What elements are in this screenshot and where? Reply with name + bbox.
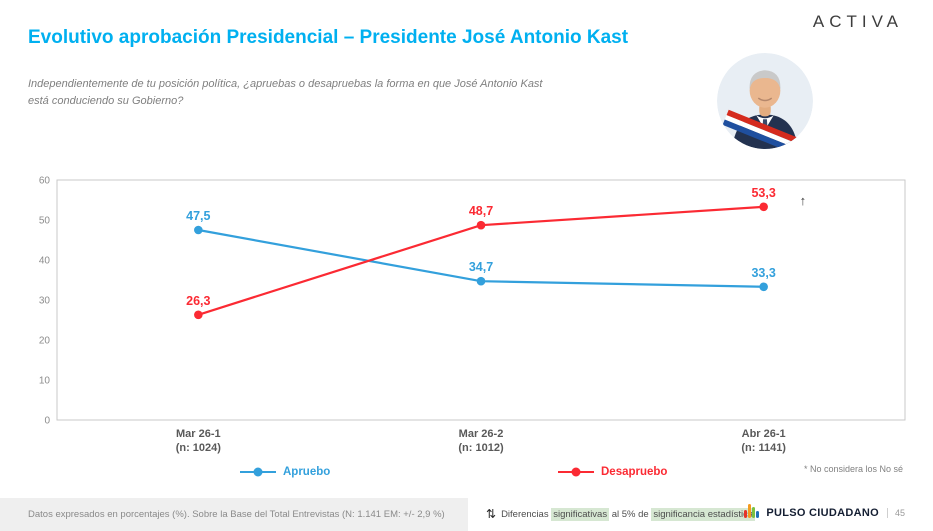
president-photo bbox=[717, 53, 813, 149]
svg-text:50: 50 bbox=[39, 216, 51, 227]
footer-band bbox=[0, 498, 468, 531]
footer-base-note: Datos expresados en porcentajes (%). Sob… bbox=[28, 509, 445, 520]
svg-text:↑: ↑ bbox=[800, 193, 807, 208]
svg-text:20: 20 bbox=[39, 336, 51, 347]
page-number: 45 bbox=[886, 507, 905, 518]
svg-text:Mar 26-1: Mar 26-1 bbox=[176, 428, 221, 440]
svg-text:48,7: 48,7 bbox=[469, 204, 493, 218]
legend-label-desapruebo: Desapruebo bbox=[601, 466, 668, 478]
svg-text:10: 10 bbox=[39, 376, 51, 387]
president-avatar-illustration bbox=[717, 53, 813, 149]
survey-question-line2: está conduciendo su Gobierno? bbox=[28, 95, 184, 108]
significance-text-part: significativas bbox=[551, 507, 610, 521]
significance-text-part: al 5% de bbox=[609, 508, 652, 520]
svg-text:30: 30 bbox=[39, 296, 51, 307]
brand-name: PULSO CIUDADANO bbox=[766, 506, 879, 519]
pulso-ciudadano-brand: PULSO CIUDADANO 45 bbox=[744, 502, 905, 523]
significance-text-part: Diferencias bbox=[501, 508, 552, 520]
legend-item-apruebo: Apruebo bbox=[240, 466, 330, 478]
svg-text:0: 0 bbox=[44, 416, 50, 427]
svg-text:Abr 26-1: Abr 26-1 bbox=[742, 428, 786, 440]
svg-text:33,3: 33,3 bbox=[751, 266, 775, 280]
legend-line-marker-icon bbox=[240, 467, 276, 477]
no-se-footnote: * No considera los No sé bbox=[803, 464, 903, 474]
svg-text:Mar 26-2: Mar 26-2 bbox=[459, 428, 504, 440]
survey-question: Independientemente de tu posición políti… bbox=[28, 76, 543, 110]
survey-question-line1: Independientemente de tu posición políti… bbox=[28, 78, 543, 90]
svg-text:26,3: 26,3 bbox=[186, 294, 210, 308]
svg-text:40: 40 bbox=[39, 256, 51, 267]
legend-label-apruebo: Apruebo bbox=[283, 466, 331, 478]
svg-text:60: 60 bbox=[39, 176, 51, 187]
page-title: Evolutivo aprobación Presidencial – Pres… bbox=[28, 27, 629, 48]
approval-trend-chart: 0 10 20 30 40 50 60 Mar 26-1 (n: 1024) Mar 26-2 (n… bbox=[25, 168, 907, 467]
activa-logo: ACTIVA bbox=[812, 12, 903, 31]
svg-text:47,5: 47,5 bbox=[186, 209, 210, 223]
significance-text: Diferencias significativas al 5% de sign… bbox=[501, 507, 756, 521]
svg-text:(n: 1141): (n: 1141) bbox=[741, 442, 786, 454]
svg-text:(n: 1024): (n: 1024) bbox=[176, 442, 222, 454]
svg-text:(n: 1012): (n: 1012) bbox=[458, 442, 504, 454]
line-chart-canvas: 0 10 20 30 40 50 60 Mar 26-1 (n: 1024) Mar 26-2 (n… bbox=[39, 176, 906, 454]
svg-text:34,7: 34,7 bbox=[469, 260, 493, 274]
significance-note: ⇅ Diferencias significativas al 5% de si… bbox=[486, 507, 756, 521]
significance-text-part: significancia estadística bbox=[651, 507, 756, 521]
svg-text:53,3: 53,3 bbox=[751, 186, 775, 200]
pulso-ciudadano-logo-icon bbox=[744, 502, 760, 523]
legend-line-marker-icon bbox=[558, 467, 594, 477]
significance-arrows-icon: ⇅ bbox=[486, 507, 497, 521]
legend-item-desapruebo: Desapruebo bbox=[558, 466, 667, 478]
